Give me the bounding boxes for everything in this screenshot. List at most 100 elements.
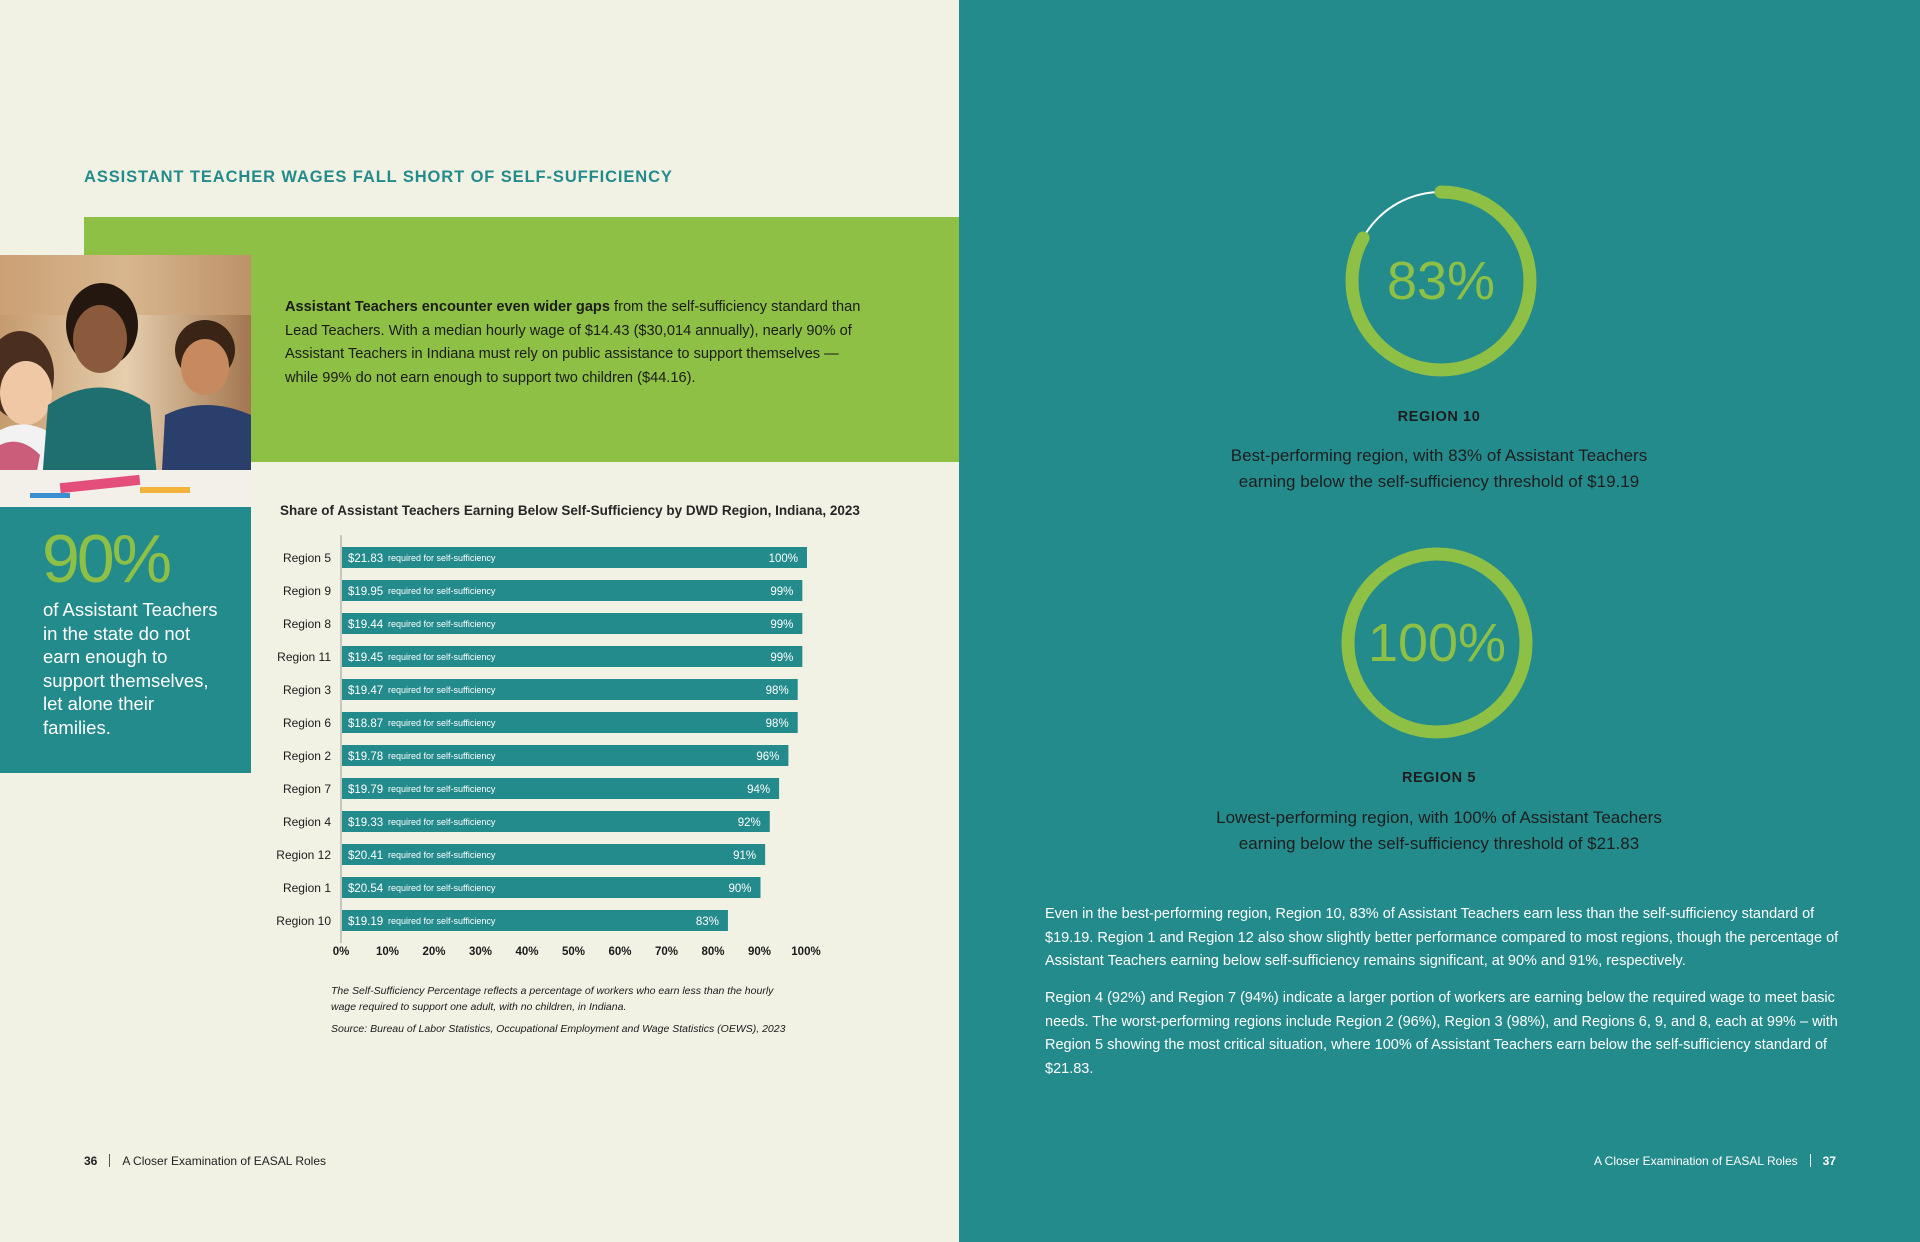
progress-ring-region-10: 83%: [1345, 185, 1537, 377]
ring-percent-text: 100%: [1368, 613, 1506, 673]
x-tick-label: 10%: [376, 946, 399, 958]
classroom-illustration: [0, 255, 251, 507]
value-label: 100%: [769, 553, 798, 565]
value-label: 94%: [747, 784, 770, 796]
region-worst-desc-line1: Lowest-performing region, with 100% of A…: [1216, 808, 1662, 827]
region-worst-desc: Lowest-performing region, with 100% of A…: [1179, 805, 1699, 857]
x-tick-label: 80%: [701, 946, 724, 958]
wage-label: $18.87: [348, 718, 383, 730]
ring-percent-text: 83%: [1387, 251, 1495, 311]
bar: [342, 844, 766, 865]
wage-label: $19.44: [348, 619, 384, 631]
value-label: 91%: [733, 850, 756, 862]
wage-suffix-label: required for self-sufficiency: [388, 817, 496, 827]
x-tick-label: 60%: [608, 946, 631, 958]
category-label: Region 12: [276, 848, 331, 862]
page-number-right: 37: [1822, 1154, 1836, 1168]
body-paragraph-1: Even in the best-performing region, Regi…: [1045, 906, 1839, 970]
stat-text: of Assistant Teachers in the state do no…: [43, 599, 218, 738]
bar: [342, 811, 770, 832]
region-best-desc: Best-performing region, with 83% of Assi…: [1179, 443, 1699, 495]
value-label: 98%: [766, 718, 789, 730]
footer-title-right: A Closer Examination of EASAL Roles: [1593, 1154, 1798, 1168]
bar: [342, 613, 803, 634]
bar-chart: Region 5 $21.83 required for self-sufficie…: [276, 535, 821, 958]
x-tick-label: 30%: [469, 946, 492, 958]
ring-arc: [1341, 547, 1533, 739]
right-page: [959, 0, 1920, 1242]
x-tick-label: 0%: [333, 946, 350, 958]
x-tick-label: 70%: [655, 946, 678, 958]
bar: [342, 646, 803, 667]
intro-bold: Assistant Teachers encounter even wider …: [285, 299, 610, 315]
intro-rest: from the self-sufficiency standard than …: [285, 299, 861, 386]
wage-label: $20.54: [348, 883, 384, 895]
wage-suffix-label: required for self-sufficiency: [388, 718, 496, 728]
wage-label: $19.33: [348, 817, 383, 829]
footer-divider: [1809, 1154, 1811, 1167]
region-best-desc-line1: Best-performing region, with 83% of Assi…: [1230, 446, 1648, 465]
wage-label: $19.95: [348, 586, 383, 598]
bar: [342, 547, 807, 568]
region-worst-desc-line2: earning below the self-sufficiency thres…: [1238, 834, 1640, 853]
bar: [342, 580, 803, 601]
stat-box: [0, 507, 251, 773]
wage-label: $19.47: [348, 685, 383, 697]
wage-suffix-label: required for self-sufficiency: [388, 883, 496, 893]
ring-arc: [1345, 185, 1537, 377]
value-label: 99%: [770, 586, 793, 598]
value-label: 90%: [728, 883, 751, 895]
value-label: 96%: [756, 751, 779, 763]
wage-suffix-label: required for self-sufficiency: [388, 784, 496, 794]
bar: [342, 877, 761, 898]
footer-right: A Closer Examination of EASAL Roles 37: [1594, 1154, 1836, 1168]
wage-suffix-label: required for self-sufficiency: [388, 850, 496, 860]
x-tick-label: 40%: [515, 946, 538, 958]
classroom-photo: [0, 255, 251, 507]
wage-label: $19.78: [348, 751, 383, 763]
x-tick-label: 90%: [748, 946, 771, 958]
wage-label: $19.19: [348, 916, 383, 928]
wage-suffix-label: required for self-sufficiency: [388, 685, 496, 695]
wage-label: $19.45: [348, 652, 383, 664]
footer-divider: [109, 1154, 111, 1167]
category-label: Region 4: [283, 815, 331, 829]
body-paragraph-2: Region 4 (92%) and Region 7 (94%) indica…: [1045, 990, 1838, 1077]
category-label: Region 7: [283, 782, 331, 796]
chart-note: The Self-Sufficiency Percentage reflects…: [331, 985, 774, 1013]
chart-source: Source: Bureau of Labor Statistics, Occu…: [331, 1023, 786, 1035]
category-label: Region 6: [283, 716, 331, 730]
footer-title-left: A Closer Examination of EASAL Roles: [122, 1154, 327, 1168]
category-label: Region 1: [283, 881, 331, 895]
value-label: 83%: [696, 916, 719, 928]
footer-left: 36 A Closer Examination of EASAL Roles: [84, 1154, 326, 1168]
x-tick-label: 50%: [562, 946, 585, 958]
intro-text: Assistant Teachers encounter even wider …: [285, 296, 875, 390]
wage-suffix-label: required for self-sufficiency: [388, 652, 496, 662]
wage-suffix-label: required for self-sufficiency: [388, 751, 496, 761]
category-label: Region 3: [283, 683, 331, 697]
wage-suffix-label: required for self-sufficiency: [388, 619, 496, 629]
category-label: Region 11: [277, 650, 331, 664]
chart-title: Share of Assistant Teachers Earning Belo…: [280, 503, 860, 518]
stat-value: 90%: [42, 521, 172, 597]
wage-label: $19.79: [348, 784, 383, 796]
category-label: Region 5: [283, 551, 331, 565]
x-tick-label: 20%: [422, 946, 445, 958]
value-label: 99%: [770, 619, 793, 631]
bar: [342, 910, 728, 931]
wage-label: $20.41: [348, 850, 383, 862]
page-number-left: 36: [84, 1154, 98, 1168]
bar: [342, 679, 798, 700]
category-label: Region 2: [283, 749, 331, 763]
wage-suffix-label: required for self-sufficiency: [388, 553, 496, 563]
value-label: 98%: [766, 685, 789, 697]
category-label: Region 10: [276, 914, 331, 928]
region-best-desc-line2: earning below the self-sufficiency thres…: [1238, 472, 1640, 491]
value-label: 92%: [738, 817, 761, 829]
region-worst-label: REGION 5: [1401, 770, 1477, 786]
bar: [342, 778, 780, 799]
category-label: Region 9: [283, 584, 331, 598]
x-tick-label: 100%: [791, 946, 820, 958]
category-label: Region 8: [283, 617, 331, 631]
